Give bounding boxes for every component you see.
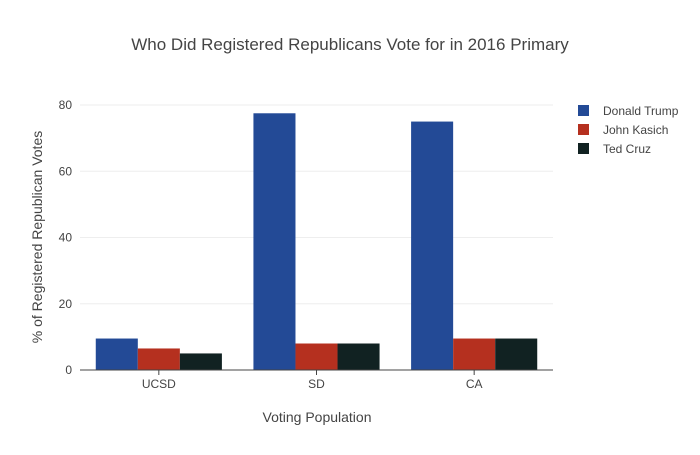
legend-item[interactable]: Ted Cruz (578, 142, 651, 156)
y-tick-label: 0 (65, 363, 72, 377)
bar (253, 113, 295, 370)
legend-swatch (578, 143, 589, 154)
legend-swatch (578, 105, 589, 116)
x-tick-label: UCSD (142, 377, 176, 391)
bar (453, 339, 495, 370)
gridlines (80, 105, 553, 304)
chart-title: Who Did Registered Republicans Vote for … (131, 35, 569, 54)
legend-item[interactable]: Donald Trump (578, 104, 679, 118)
x-tick-label: SD (308, 377, 325, 391)
bar (411, 122, 453, 370)
x-tick-label: CA (466, 377, 483, 391)
bar (338, 344, 380, 371)
bar (180, 353, 222, 370)
legend-item[interactable]: John Kasich (578, 123, 668, 137)
x-axis-title: Voting Population (263, 409, 372, 425)
bar (138, 348, 180, 370)
legend-label: Ted Cruz (603, 142, 651, 156)
legend-label: John Kasich (603, 123, 668, 137)
legend: Donald Trump John Kasich Ted Cruz (578, 104, 679, 156)
bars (96, 113, 537, 370)
bar (295, 344, 337, 371)
y-tick-label: 60 (59, 164, 73, 178)
bar (96, 339, 138, 370)
bar (495, 339, 537, 370)
y-axis-title: % of Registered Republican Votes (29, 131, 45, 343)
y-tick-label: 20 (59, 297, 73, 311)
y-tick-label: 80 (59, 98, 73, 112)
legend-label: Donald Trump (603, 104, 679, 118)
y-tick-label: 40 (59, 231, 73, 245)
legend-swatch (578, 124, 589, 135)
